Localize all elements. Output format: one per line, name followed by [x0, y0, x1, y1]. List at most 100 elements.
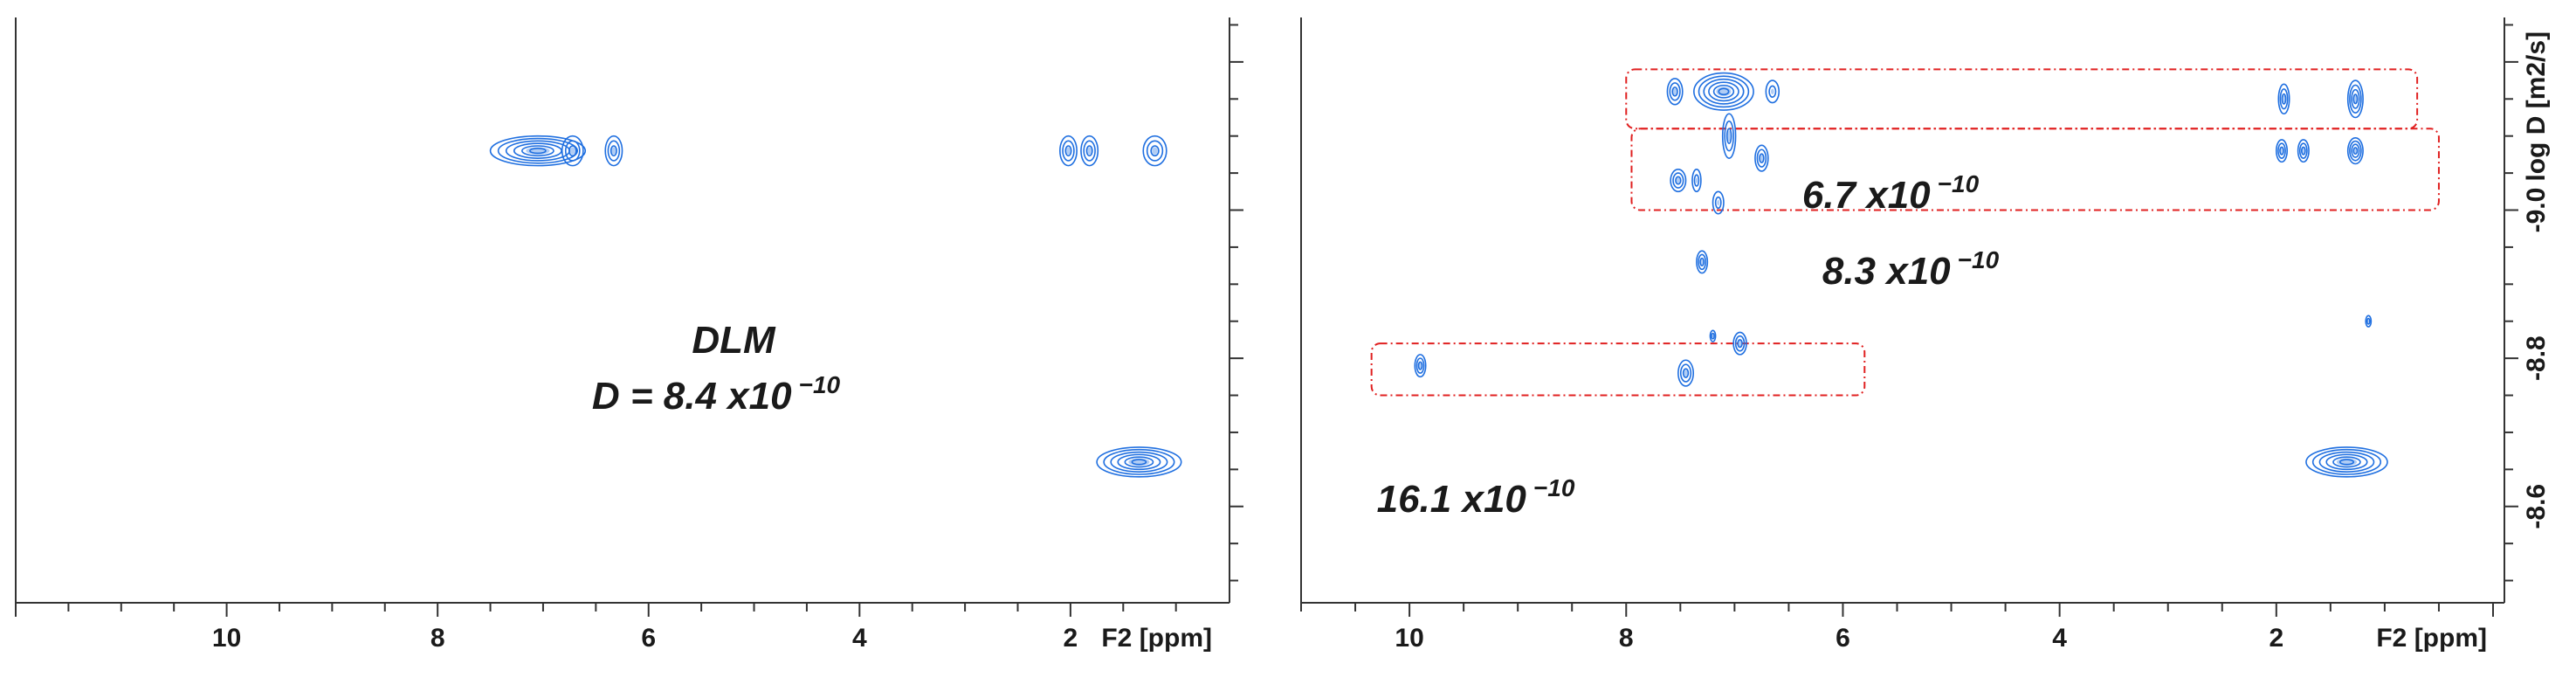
y-tick-label: -9.0 [2522, 188, 2551, 233]
contour-peak [1142, 135, 1167, 167]
x-tick-label: 2 [1064, 624, 1078, 653]
contour-ring [489, 135, 587, 167]
contour-peak [1080, 135, 1099, 167]
contour-ring [2346, 137, 2364, 165]
contour-ring [1085, 145, 1093, 157]
contour-peak [1721, 113, 1737, 159]
contour-core [1695, 177, 1698, 183]
contour-core [1727, 130, 1732, 142]
contour-core [1712, 335, 1714, 338]
contour-ring [1718, 87, 1730, 96]
contour-core [2367, 320, 2370, 323]
contour-ring [1712, 84, 1735, 99]
contour-ring [1131, 459, 1147, 466]
contour-peak [1414, 354, 1427, 378]
contour-ring [1703, 78, 1745, 105]
x-tick-label: 10 [1395, 624, 1423, 653]
contour-ring [1670, 169, 1687, 193]
diffusion-exponent: −10 [799, 371, 841, 398]
contour-ring [1414, 354, 1427, 378]
contour-peak [1765, 79, 1780, 104]
contour-ring [1709, 329, 1717, 342]
contour-peak [1691, 169, 1702, 193]
contour-peak [1670, 169, 1687, 193]
contour-ring [1679, 363, 1692, 383]
contour-ring [2318, 451, 2375, 473]
contour-ring [2279, 146, 2284, 155]
y-tick-label: -8.6 [2522, 484, 2551, 529]
contour-ring [1103, 448, 1175, 475]
contour-ring [520, 145, 554, 157]
left-dosy-panel: 10 8 6 4 2 F2 [ppm] DLM D = 8.4 x10 −10 [15, 17, 1243, 653]
contour-ring [2298, 142, 2308, 159]
contour-peak [1754, 144, 1769, 172]
contour-ring [2352, 93, 2359, 105]
x-tick-label: 8 [1619, 624, 1634, 653]
contour-ring [1696, 250, 1709, 274]
contour-ring [607, 140, 621, 162]
contour-ring [1682, 368, 1690, 378]
contour-ring [1096, 446, 1182, 478]
x-tick-label: 10 [212, 624, 241, 653]
contour-core [2336, 458, 2358, 466]
contour-ring [1737, 339, 1743, 349]
contour-ring [2351, 88, 2360, 109]
contour-peak [1666, 78, 1684, 106]
contour-ring [1062, 140, 1075, 162]
contour-core [2353, 147, 2358, 155]
contour-ring [1699, 257, 1705, 266]
contour-ring [1691, 169, 1702, 193]
contour-core [2280, 148, 2283, 154]
contour-ring [1666, 78, 1684, 106]
contour-peak [1696, 250, 1709, 274]
diffusion-coefficient-label: D = 8.4 x10 −10 [592, 371, 841, 418]
contour-ring [1671, 86, 1678, 97]
diffusion-coefficient-label: 16.1 x10 −10 [1377, 474, 1575, 521]
contour-ring [1708, 81, 1739, 102]
contour-ring [2276, 139, 2289, 163]
contour-ring [1415, 357, 1425, 374]
contour-peak [2305, 446, 2388, 478]
contour-core [1152, 147, 1158, 155]
contour-core [1738, 340, 1742, 347]
contour-ring [1698, 253, 1707, 271]
contour-ring [1765, 79, 1780, 104]
contour-core [1672, 88, 1677, 95]
contour-ring [1756, 149, 1767, 168]
sample-name-label: DLM [692, 319, 776, 362]
contour-ring [1677, 359, 1695, 387]
contour-ring [1693, 72, 1754, 111]
contour-ring [1110, 451, 1168, 473]
x-tick-label: 8 [430, 624, 445, 653]
contour-ring [2349, 140, 2362, 162]
contour-ring [1124, 456, 1154, 468]
contour-ring [1724, 120, 1734, 152]
contour-peak [561, 135, 584, 167]
contour-core [1770, 88, 1774, 94]
contour-core [2282, 95, 2286, 103]
contour-ring [1725, 128, 1732, 144]
diffusion-exponent: −10 [1938, 170, 1980, 197]
contour-ring [2351, 143, 2360, 158]
contour-peak [1732, 331, 1747, 356]
contour-ring [1721, 113, 1737, 159]
diffusion-exponent: −10 [1958, 246, 2000, 273]
contour-core [1684, 370, 1688, 377]
contour-core [569, 147, 575, 155]
contour-ring [561, 135, 584, 167]
y-tick-label: -8.8 [2522, 335, 2551, 381]
contour-peak [1709, 329, 1717, 342]
contour-ring [1150, 145, 1160, 157]
contour-ring [1693, 174, 1700, 187]
contour-ring [1117, 453, 1161, 471]
contour-peak [2277, 83, 2290, 115]
contour-ring [2281, 93, 2287, 105]
contour-core [1128, 458, 1150, 466]
x-tick-label: 6 [1836, 624, 1850, 653]
contour-ring [1711, 332, 1715, 340]
contour-ring [1768, 85, 1777, 98]
contour-core [526, 147, 550, 155]
contour-core [1700, 259, 1704, 266]
